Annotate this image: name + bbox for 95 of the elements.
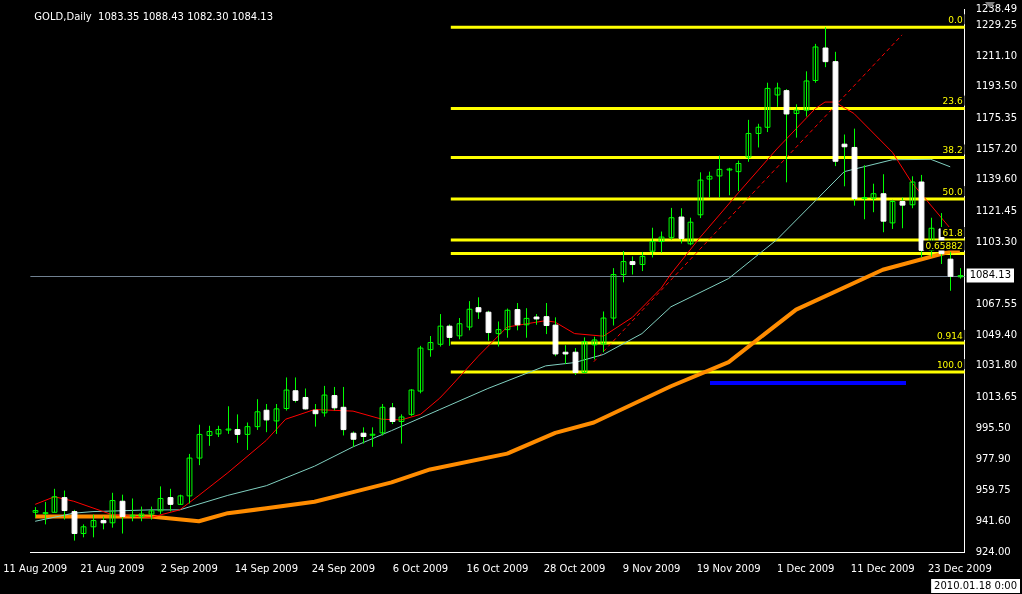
annotation: 100.0	[936, 359, 963, 370]
candlestick	[697, 171, 704, 219]
y-tick-label: 959.75	[975, 483, 1011, 495]
x-tick-label: 24 Sep 2009	[311, 562, 376, 574]
candlestick	[157, 485, 164, 515]
y-tick-label: 1175.35	[975, 111, 1018, 123]
candlestick	[668, 207, 675, 241]
y-tick-label: 1067.55	[975, 297, 1018, 309]
x-tick-label: 23 Dec 2009	[927, 562, 992, 574]
x-tick-label: 28 Oct 2009	[543, 562, 606, 574]
x-tick-label: 19 Nov 2009	[696, 562, 761, 574]
x-tick-label: 6 Oct 2009	[392, 562, 449, 574]
candlestick	[206, 425, 213, 447]
y-tick-label: 1121.45	[975, 204, 1018, 216]
candlestick	[254, 398, 261, 431]
candlestick	[504, 308, 511, 339]
candlestick	[889, 199, 896, 230]
candlestick	[321, 385, 328, 418]
x-tick-label: 9 Nov 2009	[622, 562, 681, 574]
candlestick	[225, 405, 232, 435]
candlestick	[755, 123, 762, 148]
candlestick	[466, 300, 473, 331]
candlestick	[745, 119, 752, 163]
annotation: 0.65882	[925, 241, 963, 252]
candlestick	[408, 388, 415, 417]
y-tick-label: 977.90	[975, 452, 1011, 464]
y-tick-label: 941.60	[975, 515, 1011, 527]
annotation: 61.8	[942, 227, 963, 238]
candlestick	[803, 70, 810, 118]
candlestick	[861, 164, 868, 220]
candlestick	[649, 227, 656, 258]
annotation: 50.0	[942, 186, 963, 197]
candlestick	[379, 403, 386, 436]
candlestick	[437, 313, 444, 348]
y-tick-label: 1049.40	[975, 329, 1018, 341]
candlestick	[283, 376, 290, 412]
y-tick-label: 1229.25	[975, 18, 1018, 30]
chart-title: GOLD,Daily 1083.35 1088.43 1082.30 1084.13	[34, 10, 274, 22]
candlestick	[427, 335, 434, 358]
ref-line-label: 1084.13	[969, 269, 1012, 281]
candlestick	[186, 453, 193, 504]
candlestick	[600, 310, 607, 353]
candlestick	[456, 317, 463, 340]
candlestick	[610, 267, 617, 326]
y-tick-label: 1103.30	[975, 236, 1018, 248]
x-tick-label: 1 Dec 2009	[776, 562, 835, 574]
x-tick-label: 2 Sep 2009	[160, 562, 218, 574]
candlestick	[764, 82, 771, 133]
candlestick	[591, 336, 598, 360]
candlestick	[129, 497, 136, 522]
annotation: 23.6	[942, 96, 963, 107]
candlestick	[90, 514, 97, 538]
y-tick-label: 1211.10	[975, 49, 1018, 61]
candlestick	[658, 231, 665, 254]
candlestick	[109, 492, 116, 529]
candlestick	[51, 488, 58, 513]
y-tick-label: 1139.60	[975, 173, 1018, 185]
candlestick	[726, 167, 733, 196]
candlestick	[870, 183, 877, 213]
candlestick	[273, 403, 280, 435]
annotation: 38.2	[942, 145, 963, 156]
candlestick	[639, 251, 646, 272]
candlestick	[812, 43, 819, 84]
candlestick	[398, 413, 405, 445]
candlestick	[793, 103, 800, 139]
x-tick-label: 21 Aug 2009	[80, 562, 145, 574]
candlestick	[42, 501, 49, 525]
candlestick	[581, 336, 588, 374]
x-tick-label: 14 Sep 2009	[234, 562, 299, 574]
text: 2010.01.18 0:00	[934, 579, 1017, 591]
candlestick	[909, 175, 916, 209]
annotation: 0.0	[948, 15, 963, 26]
candlestick	[735, 160, 742, 192]
candlestick	[687, 217, 694, 246]
y-tick-label: 1193.50	[975, 80, 1018, 92]
candlestick	[369, 426, 376, 448]
annotation: 0.914	[936, 330, 963, 341]
x-tick-label: 16 Oct 2009	[466, 562, 529, 574]
y-tick-label: 995.50	[975, 422, 1011, 434]
y-tick-label: 1013.65	[975, 390, 1018, 402]
x-tick-label: 11 Aug 2009	[3, 562, 68, 574]
y-tick-label: 1031.80	[975, 359, 1018, 371]
y-tick-label: 1157.20	[975, 142, 1018, 154]
y-tick-label: 924.00	[975, 545, 1011, 557]
candlestick	[706, 171, 713, 199]
candlestick	[716, 155, 723, 199]
candlestick	[523, 307, 530, 339]
y-tick-label: 1238.49	[975, 2, 1018, 14]
candlestick	[495, 321, 502, 348]
candlestick	[774, 82, 781, 108]
candlestick	[620, 250, 627, 283]
candlestick	[417, 345, 424, 394]
candlestick	[196, 424, 203, 466]
x-tick-label: 11 Dec 2009	[850, 562, 915, 574]
candlestick	[244, 422, 251, 451]
